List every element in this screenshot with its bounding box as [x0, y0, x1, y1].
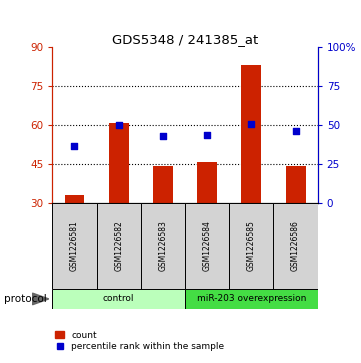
Point — [293, 129, 299, 134]
Bar — [109, 123, 129, 203]
Bar — [197, 162, 217, 203]
Bar — [185, 203, 229, 289]
Text: GSM1226584: GSM1226584 — [203, 220, 212, 272]
Point — [204, 132, 210, 138]
Bar — [274, 203, 318, 289]
Point — [116, 122, 122, 128]
Bar — [185, 289, 318, 309]
Polygon shape — [32, 293, 49, 305]
Text: GSM1226581: GSM1226581 — [70, 221, 79, 271]
Point — [160, 133, 166, 139]
Text: GSM1226582: GSM1226582 — [114, 221, 123, 271]
Legend: count, percentile rank within the sample: count, percentile rank within the sample — [52, 327, 228, 355]
Bar — [65, 195, 84, 203]
Text: control: control — [103, 294, 134, 303]
Bar — [52, 203, 97, 289]
Bar — [286, 166, 305, 203]
Bar — [229, 203, 274, 289]
Point — [71, 143, 77, 148]
Text: miR-203 overexpression: miR-203 overexpression — [197, 294, 306, 303]
Text: GSM1226586: GSM1226586 — [291, 220, 300, 272]
Title: GDS5348 / 241385_at: GDS5348 / 241385_at — [112, 33, 258, 46]
Text: GSM1226585: GSM1226585 — [247, 220, 256, 272]
Point — [248, 121, 254, 127]
Bar — [97, 203, 141, 289]
Bar — [242, 65, 261, 203]
Bar — [52, 289, 185, 309]
Text: GSM1226583: GSM1226583 — [158, 220, 168, 272]
Text: protocol: protocol — [4, 294, 46, 304]
Bar — [141, 203, 185, 289]
Bar — [153, 166, 173, 203]
